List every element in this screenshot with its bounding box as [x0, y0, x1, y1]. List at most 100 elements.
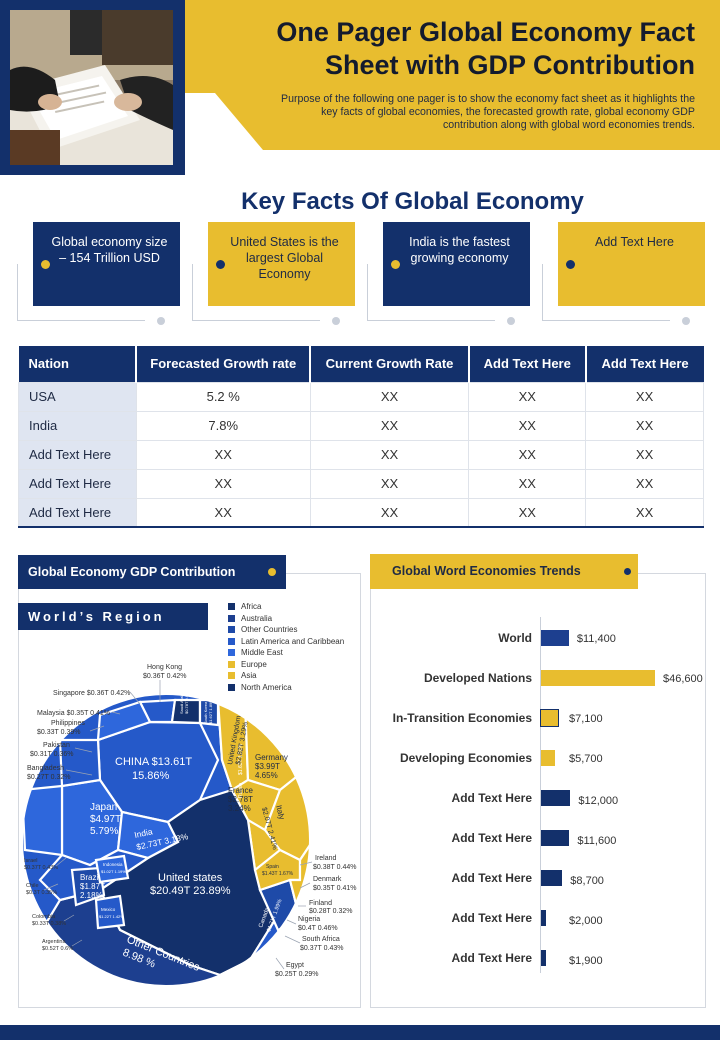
- legend-item: Latin America and Caribbean: [228, 636, 344, 648]
- table-cell: XX: [585, 410, 704, 441]
- legend-swatch: [228, 637, 235, 645]
- header-gold-band: [185, 0, 720, 150]
- legend-item: Middle East: [228, 647, 344, 659]
- legend-label: Other Countries: [241, 625, 298, 634]
- table-row: USA 5.2 % XX XX XX: [18, 381, 704, 412]
- bar-category-label: Add Text Here: [451, 791, 532, 805]
- bar-category-label: Developed Nations: [423, 671, 532, 685]
- header: One Pager Global Economy Fact Sheet with…: [0, 0, 720, 175]
- fact-text: United States is the largest Global Econ…: [230, 235, 339, 281]
- legend-label: Australia: [241, 613, 273, 623]
- legend-item: Africa: [228, 601, 344, 613]
- table-cell: XX: [468, 381, 587, 412]
- table-cell: XX: [309, 439, 470, 470]
- trends-panel-tab: Global Word Economies Trends: [370, 554, 638, 589]
- fact-dot: [391, 260, 400, 269]
- fact-card-1: Global economy size – 154 Trillion USD: [17, 222, 180, 325]
- table-cell: XX: [309, 497, 470, 528]
- table-cell: India: [18, 410, 137, 441]
- fact-box: Add Text Here: [558, 222, 705, 306]
- fact-bracket: [367, 264, 495, 321]
- table-cell: Add Text Here: [18, 497, 137, 528]
- title-line-2: Sheet with GDP Contribution: [325, 50, 695, 80]
- tab-dot: [624, 568, 631, 575]
- legend-swatch: [228, 649, 235, 657]
- fact-card-3: India is the fastest growing economy: [367, 222, 530, 325]
- legend-item: Other Countries: [228, 624, 344, 636]
- bar-value-label: $7,100: [569, 713, 603, 725]
- table-cell: XX: [468, 410, 587, 441]
- bar-value-label: $11,600: [577, 835, 617, 847]
- table-row: Add Text Here XX XX XX XX: [18, 497, 704, 528]
- table-row: Add Text Here XX XX XX XX: [18, 468, 704, 499]
- bar-value-label: $46,600: [663, 673, 703, 685]
- legend-swatch: [228, 672, 235, 680]
- table-cell: XX: [585, 468, 704, 499]
- bar-value-label: $12,000: [578, 795, 619, 807]
- bar-value-label: $5,700: [569, 753, 603, 765]
- table-cell: XX: [135, 468, 311, 499]
- bar-mark: [541, 830, 570, 846]
- title-line-1: One Pager Global Economy Fact: [276, 17, 695, 47]
- fact-text: Global economy size – 154 Trillion USD: [51, 235, 168, 265]
- page-subtitle: Purpose of the following one pager is to…: [281, 93, 695, 131]
- legend-swatch: [228, 614, 235, 622]
- bar-mark: [541, 630, 569, 646]
- fact-bracket: [542, 264, 670, 321]
- footer-band: [0, 1025, 720, 1040]
- fact-dot: [41, 260, 50, 269]
- legend-label: Latin America and Caribbean: [241, 636, 345, 646]
- fact-bracket: [17, 264, 145, 321]
- region-label: World’s Region: [18, 603, 208, 630]
- table-cell: XX: [309, 381, 470, 412]
- table-cell: XX: [135, 497, 311, 528]
- legend-label: Asia: [241, 671, 257, 680]
- table-header: Add Text Here: [585, 346, 704, 382]
- table-cell: XX: [468, 439, 587, 470]
- table-cell: 7.8%: [135, 410, 311, 441]
- bar-value-label: $1,900: [569, 955, 603, 967]
- fact-card-2: United States is the largest Global Econ…: [192, 222, 355, 325]
- business-document-photo: [10, 10, 173, 165]
- key-facts-title: Key Facts Of Global Economy: [241, 188, 584, 215]
- bar-mark: [541, 670, 655, 686]
- table-header: Forecasted Growth rate: [136, 346, 312, 382]
- table-cell: USA: [18, 381, 137, 412]
- fact-box: United States is the largest Global Econ…: [208, 222, 355, 306]
- header-photo: [10, 10, 173, 165]
- gdp-panel-tab: Global Economy GDP Contribution: [18, 555, 286, 589]
- legend-swatch: [228, 626, 235, 634]
- table-header-row: Nation Forecasted Growth rate Current Gr…: [18, 346, 704, 382]
- legend-swatch: [228, 683, 235, 691]
- fact-text: India is the fastest growing economy: [409, 235, 510, 265]
- table-header: Current Growth Rate: [310, 346, 470, 382]
- bar-value-label: $11,400: [576, 633, 616, 645]
- fact-dot: [566, 260, 575, 269]
- fact-bracket-dot: [682, 317, 690, 325]
- fact-card-4: Add Text Here: [542, 222, 705, 325]
- bar-mark: [541, 750, 555, 766]
- bar-category-label: Add Text Here: [451, 951, 532, 965]
- region-legend: Africa Australia Other Countries Latin A…: [228, 601, 344, 693]
- table-row: India 7.8% XX XX XX: [18, 410, 704, 441]
- table-cell: XX: [468, 497, 587, 528]
- bar-mark: [541, 910, 546, 926]
- bar-category-label: World: [498, 631, 532, 645]
- bar-value-label: $2,000: [569, 915, 603, 927]
- fact-text: Add Text Here: [595, 235, 674, 249]
- fact-dot: [216, 260, 225, 269]
- table-row: Add Text Here XX XX XX XX: [18, 439, 704, 470]
- fact-bracket-dot: [507, 317, 515, 325]
- trends-panel-title: Global Word Economies Trends: [392, 564, 581, 578]
- bar-mark: [539, 709, 560, 727]
- legend-label: Africa: [241, 602, 262, 611]
- legend-item: Australia: [228, 613, 344, 625]
- table-header: Add Text Here: [468, 346, 587, 382]
- bar-mark: [541, 950, 546, 966]
- legend-swatch: [228, 660, 235, 668]
- table-cell: XX: [585, 381, 704, 412]
- legend-swatch: [228, 603, 235, 611]
- fact-box: India is the fastest growing economy: [383, 222, 530, 306]
- bar-axis: [540, 617, 541, 973]
- table-cell: XX: [585, 497, 704, 528]
